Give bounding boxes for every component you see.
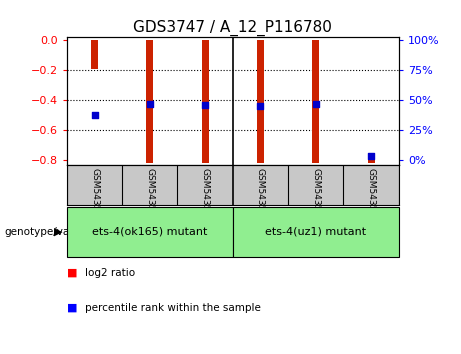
Text: ets-4(uz1) mutant: ets-4(uz1) mutant [265,227,366,237]
Text: GSM543595: GSM543595 [366,168,376,223]
Bar [312,40,319,163]
Text: ■: ■ [67,268,77,278]
Text: GSM543592: GSM543592 [145,168,154,223]
Text: GSM543593: GSM543593 [311,168,320,223]
Point [91,112,98,117]
Point [146,101,154,107]
Bar [91,40,98,69]
Point [257,103,264,109]
Point [312,101,319,107]
Text: log2 ratio: log2 ratio [85,268,136,278]
Bar [367,159,375,163]
Text: GSM543594: GSM543594 [201,168,210,223]
Text: GSM543591: GSM543591 [256,168,265,223]
Bar [146,40,154,163]
Text: genotype/variation: genotype/variation [5,227,104,237]
Bar [201,40,209,163]
Bar [257,40,264,163]
Point [201,102,209,108]
Text: GSM543590: GSM543590 [90,168,99,223]
Point [367,154,375,159]
Text: ■: ■ [67,303,77,313]
Title: GDS3747 / A_12_P116780: GDS3747 / A_12_P116780 [133,19,332,36]
Text: ets-4(ok165) mutant: ets-4(ok165) mutant [92,227,207,237]
Text: ▶: ▶ [54,227,62,237]
Text: percentile rank within the sample: percentile rank within the sample [85,303,261,313]
